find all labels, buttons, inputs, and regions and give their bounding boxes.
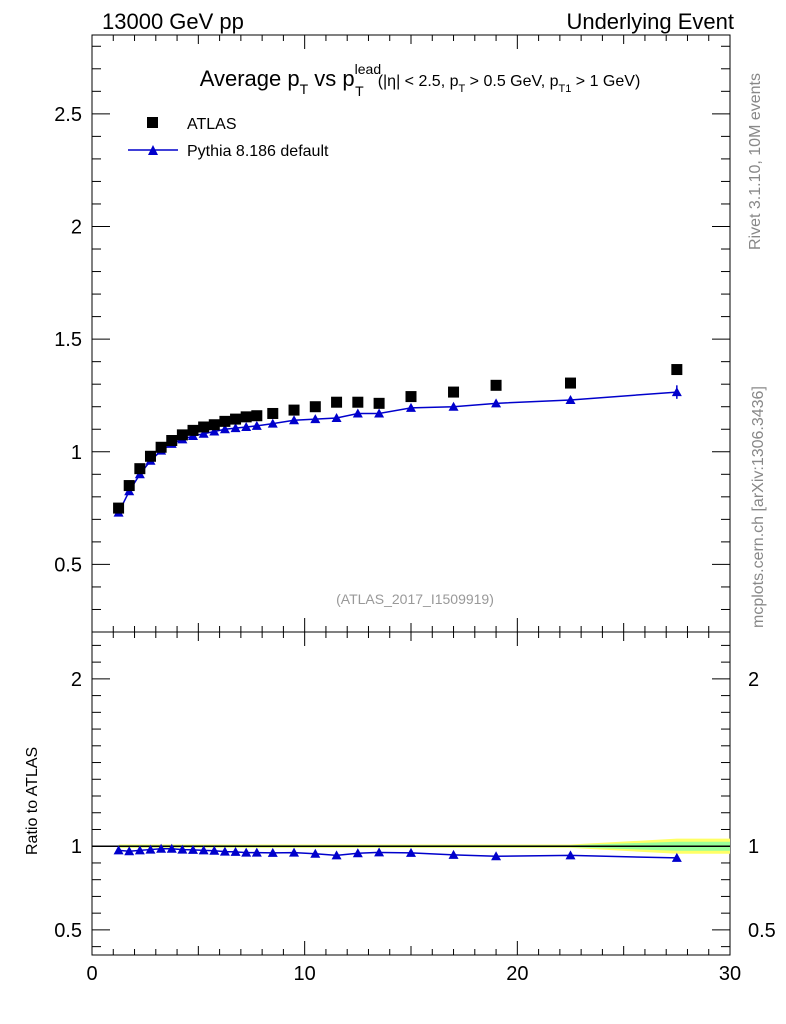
atlas-point	[251, 410, 263, 422]
ratio-pythia-point	[198, 845, 209, 855]
atlas-point	[198, 421, 210, 433]
pythia-point	[374, 408, 385, 418]
ratio-y-tick-label: 2	[71, 669, 82, 691]
ratio-pythia-point	[113, 845, 124, 855]
ratio-y-tick-label-right: 2	[748, 669, 759, 691]
legend: ATLAS Pythia 8.186 default	[128, 116, 329, 160]
legend-pythia-label: Pythia 8.186 default	[187, 143, 329, 160]
atlas-point	[565, 377, 576, 389]
side-label-mcplots: mcplots.cern.ch [arXiv:1306.3436]	[750, 386, 767, 628]
pythia-point	[241, 421, 252, 431]
atlas-point	[352, 396, 364, 408]
pythia-point	[352, 408, 363, 418]
side-label-rivet: Rivet 3.1.10, 10M events	[747, 73, 764, 250]
ratio-pythia-point	[156, 843, 167, 853]
pythia-point	[230, 423, 241, 433]
atlas-point	[176, 429, 188, 441]
ratio-y-tick-label: 0.5	[54, 920, 82, 942]
ratio-pythia-point	[230, 846, 241, 856]
ratio-pythia-point	[124, 846, 135, 856]
main-y-tick-label: 1	[71, 442, 82, 464]
ratio-pythia-point	[145, 844, 156, 854]
atlas-point	[309, 401, 321, 413]
ratio-pythia-point	[134, 845, 145, 855]
pythia-point	[198, 428, 209, 438]
legend-pythia-marker	[148, 145, 158, 155]
main-y-tick-label: 0.5	[54, 554, 82, 576]
ratio-marks	[113, 843, 682, 862]
atlas-point	[240, 411, 252, 423]
atlas-point	[230, 413, 242, 425]
atlas-point	[123, 480, 135, 492]
legend-atlas-label: ATLAS	[187, 116, 237, 133]
ratio-pythia-point	[267, 847, 278, 857]
pythia-point	[491, 398, 502, 408]
ratio-axis-ticks: 0 10 20 30 0.5 0.5 1 1 2 2	[54, 632, 776, 985]
main-y-tick-label: 2.5	[54, 104, 82, 126]
x-tick-label: 20	[506, 963, 528, 985]
atlas-point	[490, 379, 502, 391]
atlas-point	[373, 397, 385, 409]
ratio-pythia-point	[491, 851, 502, 861]
header-right: Underlying Event	[566, 9, 734, 34]
atlas-point	[155, 441, 167, 453]
atlas-point	[134, 463, 146, 475]
atlas-point	[166, 435, 178, 447]
atlas-point	[113, 502, 125, 514]
atlas-point	[331, 396, 343, 408]
ratio-pythia-point	[406, 847, 416, 857]
ratio-pythia-point	[448, 849, 459, 859]
atlas-point	[208, 419, 220, 431]
ratio-ylabel: Ratio to ATLAS	[24, 747, 41, 855]
atlas-point	[267, 407, 279, 419]
ratio-y-tick-label: 1	[71, 836, 82, 858]
pythia-point	[448, 401, 459, 411]
main-marks	[113, 364, 683, 517]
ratio-pythia-point	[219, 846, 230, 856]
x-tick-label: 10	[294, 963, 316, 985]
pythia-point	[251, 420, 262, 430]
ratio-pythia-point	[251, 847, 262, 857]
pythia-point	[219, 424, 230, 434]
plot-title: Average pT vs plead T(|η| < 2.5, pT > 0.5…	[200, 61, 641, 99]
atlas-point	[448, 386, 460, 398]
ratio-frame	[91, 631, 731, 956]
ratio-pythia-point	[241, 847, 252, 857]
main-y-tick-label: 2	[71, 216, 82, 238]
x-tick-label: 0	[86, 963, 97, 985]
atlas-point	[187, 424, 199, 436]
ratio-pythia-point	[166, 843, 177, 853]
atlas-point	[144, 450, 156, 462]
ratio-pythia-point	[209, 845, 220, 855]
ratio-pythia-point	[352, 848, 363, 858]
atlas-point	[405, 391, 417, 403]
pythia-line	[117, 391, 677, 513]
main-axis-ticks: 0.5 1 1.5 2 2.5	[54, 35, 731, 632]
ratio-pythia-point	[289, 847, 300, 857]
atlas-point	[288, 404, 300, 416]
ratio-pythia-point	[331, 850, 342, 860]
ratio-pythia-point	[374, 847, 385, 857]
ratio-pythia-point	[188, 844, 199, 854]
atlas-point	[671, 364, 683, 376]
ratio-pythia-point	[310, 848, 321, 858]
ratio-pythia-point	[177, 844, 188, 854]
atlas-point	[219, 415, 231, 427]
header-left: 13000 GeV pp	[102, 9, 244, 34]
pythia-point	[267, 418, 278, 428]
analysis-watermark: (ATLAS_2017_I1509919)	[336, 591, 494, 607]
pythia-point	[289, 415, 300, 425]
x-tick-label: 30	[719, 963, 741, 985]
legend-atlas-marker	[147, 117, 158, 128]
pythia-point	[310, 414, 321, 424]
pythia-point	[406, 402, 416, 412]
pythia-point	[209, 426, 220, 436]
ratio-y-tick-label-right: 1	[748, 836, 759, 858]
ratio-y-tick-label-right: 0.5	[748, 920, 776, 942]
main-y-tick-label: 1.5	[54, 329, 82, 351]
ratio-pythia-point	[565, 850, 576, 860]
pythia-point	[331, 412, 342, 422]
pythia-point	[565, 394, 576, 404]
